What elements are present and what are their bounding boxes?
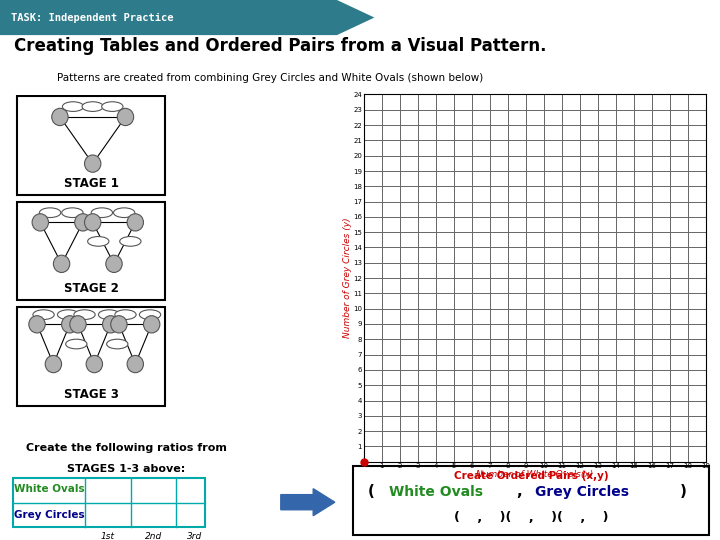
FancyBboxPatch shape (14, 478, 205, 527)
Ellipse shape (106, 255, 122, 273)
Ellipse shape (84, 155, 101, 172)
Ellipse shape (86, 355, 102, 373)
Ellipse shape (29, 316, 45, 333)
Text: 2nd: 2nd (145, 531, 162, 540)
FancyArrow shape (281, 489, 335, 516)
Ellipse shape (62, 208, 83, 218)
Ellipse shape (84, 214, 101, 231)
Ellipse shape (70, 316, 86, 333)
Y-axis label: Number of Grey Circles (y): Number of Grey Circles (y) (343, 218, 352, 339)
Text: (: ( (367, 484, 374, 500)
FancyBboxPatch shape (353, 466, 709, 536)
Ellipse shape (120, 237, 141, 246)
Ellipse shape (66, 339, 87, 349)
Ellipse shape (62, 316, 78, 333)
Text: (    ,    )(    ,    )(    ,    ): ( , )( , )( , ) (454, 511, 608, 524)
Ellipse shape (88, 237, 109, 246)
Polygon shape (0, 0, 374, 35)
Text: Grey Circles: Grey Circles (14, 510, 85, 521)
Ellipse shape (102, 102, 123, 111)
Ellipse shape (102, 316, 119, 333)
Ellipse shape (107, 339, 128, 349)
Ellipse shape (99, 310, 120, 320)
Ellipse shape (91, 208, 112, 218)
Text: STAGE 2: STAGE 2 (63, 282, 119, 295)
Ellipse shape (32, 214, 48, 231)
Ellipse shape (127, 355, 143, 373)
Ellipse shape (143, 316, 160, 333)
Text: TASK: Independent Practice: TASK: Independent Practice (12, 12, 174, 23)
Text: Create the following ratios from: Create the following ratios from (26, 443, 226, 454)
Text: STAGE 3: STAGE 3 (63, 388, 119, 401)
X-axis label: Number of White Ovals(x): Number of White Ovals(x) (476, 470, 593, 480)
Ellipse shape (52, 109, 68, 126)
Text: Creating Tables and Ordered Pairs from a Visual Pattern.: Creating Tables and Ordered Pairs from a… (14, 37, 546, 55)
Text: 1st: 1st (101, 531, 115, 540)
Text: Patterns are created from combining Grey Circles and White Ovals (shown below): Patterns are created from combining Grey… (57, 72, 483, 83)
Text: ,: , (516, 484, 522, 500)
FancyBboxPatch shape (17, 201, 165, 300)
Text: White Ovals: White Ovals (390, 485, 483, 499)
Ellipse shape (40, 208, 60, 218)
Ellipse shape (140, 310, 161, 320)
Ellipse shape (114, 208, 135, 218)
Ellipse shape (58, 310, 78, 320)
Text: STAGE 1: STAGE 1 (63, 177, 119, 190)
Ellipse shape (53, 255, 70, 273)
Ellipse shape (33, 310, 54, 320)
Text: ): ) (680, 484, 687, 500)
Text: Create Ordered Pairs (x,y): Create Ordered Pairs (x,y) (454, 471, 608, 481)
Ellipse shape (75, 214, 91, 231)
Text: White Ovals: White Ovals (14, 484, 85, 494)
FancyBboxPatch shape (17, 307, 165, 406)
Text: Grey Circles: Grey Circles (535, 485, 629, 499)
Ellipse shape (45, 355, 62, 373)
Text: 3rd: 3rd (187, 531, 202, 540)
Ellipse shape (127, 214, 143, 231)
Text: STAGES 1-3 above:: STAGES 1-3 above: (67, 464, 185, 474)
FancyBboxPatch shape (17, 96, 165, 195)
Ellipse shape (82, 102, 104, 111)
Ellipse shape (74, 310, 95, 320)
Ellipse shape (111, 316, 127, 333)
Ellipse shape (117, 109, 134, 126)
Ellipse shape (114, 310, 136, 320)
Ellipse shape (63, 102, 84, 111)
